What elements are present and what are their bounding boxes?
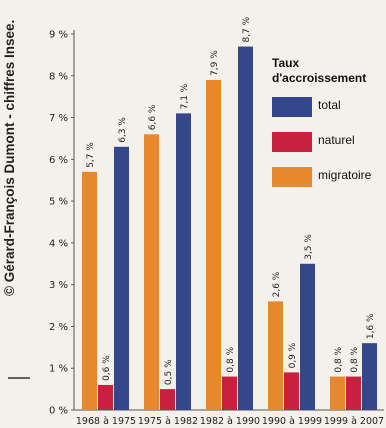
y-tick-label: 3 % xyxy=(49,280,68,291)
bar-migratoire xyxy=(206,79,221,410)
data-label-naturel: 0,8 % xyxy=(350,346,360,372)
bar-naturel xyxy=(160,389,175,410)
legend-label-total: total xyxy=(318,98,341,112)
bar-total xyxy=(114,146,129,411)
legend-swatch-naturel xyxy=(272,132,312,152)
source-credit: © Gérard-François Dumont - chiffres Inse… xyxy=(2,19,17,296)
legend-swatch-migratoire xyxy=(272,167,312,187)
data-label-migratoire: 0,8 % xyxy=(334,346,344,372)
data-label-naturel: 0,9 % xyxy=(288,342,298,368)
legend-label-naturel: naturel xyxy=(318,133,355,147)
bar-total xyxy=(362,343,377,410)
y-tick-label: 1 % xyxy=(49,364,68,375)
y-tick-label: 2 % xyxy=(49,322,68,333)
data-label-total: 3,5 % xyxy=(304,234,314,260)
y-tick-label: 6 % xyxy=(49,155,68,166)
x-tick-label: 1975 à 1982 xyxy=(138,416,198,427)
data-label-naturel: 0,5 % xyxy=(164,359,174,385)
y-tick-label: 8 % xyxy=(49,71,68,82)
data-label-total: 6,3 % xyxy=(118,117,128,143)
data-label-total: 1,6 % xyxy=(366,313,376,339)
data-label-migratoire: 7,9 % xyxy=(210,50,220,76)
bar-migratoire xyxy=(330,376,345,410)
y-tick-label: 5 % xyxy=(49,197,68,208)
bar-migratoire xyxy=(268,301,283,410)
bar-naturel xyxy=(346,376,361,410)
legend-title: Taux d'accroissement xyxy=(272,56,367,85)
x-tick-label: 1990 à 1999 xyxy=(262,416,322,427)
y-tick-label: 7 % xyxy=(49,113,68,124)
x-tick-label: 1968 à 1975 xyxy=(76,416,136,427)
data-label-naturel: 0,8 % xyxy=(226,346,236,372)
data-label-total: 8,7 % xyxy=(242,16,252,42)
bar-naturel xyxy=(98,384,113,410)
data-label-naturel: 0,6 % xyxy=(102,355,112,381)
data-label-total: 7,1 % xyxy=(180,83,190,109)
bar-naturel xyxy=(222,376,237,410)
data-label-migratoire: 6,6 % xyxy=(148,104,158,130)
y-tick-label: 9 % xyxy=(49,30,68,41)
x-tick-label: 1982 à 1990 xyxy=(200,416,260,427)
bar-total xyxy=(176,113,191,410)
bar-total xyxy=(300,263,315,410)
bar-migratoire xyxy=(144,134,159,410)
legend-label-migratoire: migratoire xyxy=(318,168,372,182)
legend-swatch-total xyxy=(272,97,312,117)
bar-migratoire xyxy=(82,171,97,410)
data-label-migratoire: 2,6 % xyxy=(272,271,282,297)
y-tick-label: 0 % xyxy=(49,406,68,417)
data-label-migratoire: 5,7 % xyxy=(86,142,96,168)
y-tick-label: 4 % xyxy=(49,238,68,249)
x-tick-label: 1999 à 2007 xyxy=(324,416,384,427)
bar-total xyxy=(238,46,253,411)
bar-naturel xyxy=(284,372,299,410)
